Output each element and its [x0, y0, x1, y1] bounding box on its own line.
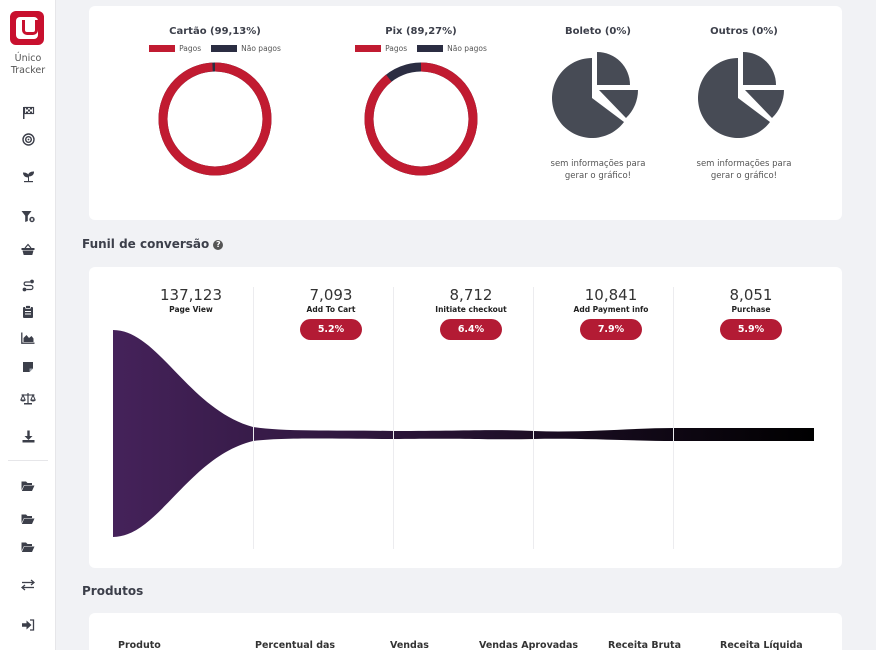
- empty-pie-icon: [698, 52, 784, 138]
- payment-chart-pix: Pix (89,27%) Pagos Não pagos: [346, 26, 496, 181]
- funnel-step-page-view: 137,123 Page View: [121, 286, 261, 315]
- sidebar-divider: [8, 460, 48, 461]
- sticky-note-icon[interactable]: [20, 359, 36, 375]
- products-table-card: Produto Percentual das Vendas Vendas Apr…: [89, 613, 842, 650]
- table-header-receita-liquida[interactable]: Receita Líquida: [720, 640, 803, 650]
- folder-open-icon[interactable]: [20, 478, 36, 494]
- chart-legend[interactable]: Pagos Não pagos: [346, 43, 496, 53]
- legend-label-paid: Pagos: [385, 43, 408, 53]
- legend-swatch-unpaid: [417, 44, 444, 52]
- no-data-line2: gerar o gráfico!: [710, 171, 778, 181]
- route-icon[interactable]: [20, 277, 36, 293]
- no-data-line2: gerar o gráfico!: [564, 171, 632, 181]
- donut-slice-paid[interactable]: [158, 62, 272, 176]
- funnel-step-add-payment-info: 10,841 Add Payment info 7.9%: [541, 287, 681, 340]
- funnel-section-title: Funil de conversão?: [82, 237, 224, 251]
- legend-swatch-paid: [149, 44, 176, 52]
- funnel-title-text: Funil de conversão: [82, 237, 210, 251]
- exchange-icon[interactable]: [20, 577, 36, 593]
- funnel-step-value: 7,093: [309, 286, 353, 304]
- clipboard-icon[interactable]: [20, 303, 36, 319]
- funnel-step-value: 8,051: [729, 286, 773, 304]
- payment-chart-outros: Outros (0%) sem informações para gerar o…: [669, 26, 819, 182]
- funnel-divider: [393, 287, 394, 549]
- funnel-step-initiate-checkout: 8,712 Initiate checkout 6.4%: [401, 287, 541, 340]
- donut-slice-paid[interactable]: [364, 62, 478, 176]
- folder-open-icon[interactable]: [20, 539, 36, 555]
- funnel-step-label: Initiate checkout: [435, 305, 507, 314]
- payment-chart-title: Boleto (0%): [565, 26, 631, 37]
- table-header-vendas-aprovadas[interactable]: Vendas Aprovadas: [479, 640, 579, 650]
- sign-out-icon[interactable]: [20, 617, 36, 633]
- download-icon[interactable]: [20, 428, 36, 444]
- payment-chart-boleto: Boleto (0%) sem informações para gerar o…: [523, 26, 673, 182]
- filter-icon[interactable]: [20, 208, 36, 224]
- chart-area-icon[interactable]: [20, 330, 36, 346]
- no-data-message: sem informações para gerar o gráfico!: [523, 158, 673, 182]
- table-header-vendas[interactable]: Vendas: [390, 640, 429, 650]
- funnel-step-label: Add Payment info: [573, 305, 649, 314]
- payment-chart-title: Cartão (99,13%): [169, 26, 261, 37]
- legend-swatch-paid: [355, 44, 382, 52]
- logo-mark-icon: [16, 17, 38, 39]
- table-header-percentual[interactable]: Percentual das: [255, 640, 336, 650]
- funnel-step-label: Purchase: [731, 305, 771, 314]
- legend-label-paid: Pagos: [179, 43, 202, 53]
- no-data-message: sem informações para gerar o gráfico!: [669, 158, 819, 182]
- funnel-step-value: 10,841: [584, 286, 638, 304]
- conversion-funnel-card: 137,123 Page View 7,093 Add To Cart 5.2%…: [89, 267, 842, 568]
- funnel-step-label: Add To Cart: [306, 305, 356, 314]
- funnel-step-label: Page View: [169, 305, 213, 314]
- funnel-step-value: 8,712: [449, 286, 493, 304]
- folder-open-icon[interactable]: [20, 511, 36, 527]
- payment-chart-title: Pix (89,27%): [385, 26, 457, 37]
- funnel-step-value: 137,123: [159, 286, 223, 304]
- products-section-title: Produtos: [82, 584, 144, 598]
- payment-chart-cartao: Cartão (99,13%) Pagos Não pagos: [140, 26, 290, 181]
- payment-status-card: Cartão (99,13%) Pagos Não pagos Pix (89,…: [89, 6, 842, 220]
- funnel-divider: [673, 287, 674, 549]
- conversion-rate-badge: 5.2%: [300, 319, 362, 340]
- app-logo[interactable]: [10, 11, 44, 45]
- table-header-receita-bruta[interactable]: Receita Bruta: [608, 640, 681, 650]
- no-data-line1: sem informações para: [696, 159, 792, 169]
- legend-swatch-unpaid: [211, 44, 238, 52]
- funnel-step-purchase: 8,051 Purchase 5.9%: [681, 287, 821, 340]
- no-data-line1: sem informações para: [550, 159, 646, 169]
- seedling-icon[interactable]: [20, 168, 36, 184]
- shopping-basket-icon[interactable]: [20, 241, 36, 257]
- funnel-shape: [113, 330, 814, 537]
- chart-legend[interactable]: Pagos Não pagos: [140, 43, 290, 53]
- legend-label-unpaid: Não pagos: [241, 43, 281, 53]
- legend-label-unpaid: Não pagos: [447, 43, 487, 53]
- payment-chart-title: Outros (0%): [710, 26, 778, 37]
- donut-chart: [158, 62, 272, 176]
- funnel-divider: [533, 287, 534, 549]
- balance-scale-icon[interactable]: [20, 390, 36, 406]
- empty-pie-icon: [552, 52, 638, 138]
- flag-checkered-icon[interactable]: [20, 104, 36, 120]
- conversion-rate-badge: 6.4%: [440, 319, 502, 340]
- donut-chart: [364, 62, 478, 176]
- conversion-rate-badge: 7.9%: [580, 319, 642, 340]
- table-header-produto[interactable]: Produto: [118, 640, 161, 650]
- funnel-step-add-to-cart: 7,093 Add To Cart 5.2%: [261, 287, 401, 340]
- conversion-rate-badge: 5.9%: [720, 319, 782, 340]
- funnel-divider: [253, 287, 254, 549]
- brand-name-line2: Tracker: [10, 65, 46, 76]
- question-circle-icon[interactable]: ?: [213, 239, 224, 250]
- bullseye-icon[interactable]: [20, 131, 36, 147]
- sidebar: Único Tracker: [0, 0, 56, 650]
- brand-name-line1: Único: [14, 53, 42, 64]
